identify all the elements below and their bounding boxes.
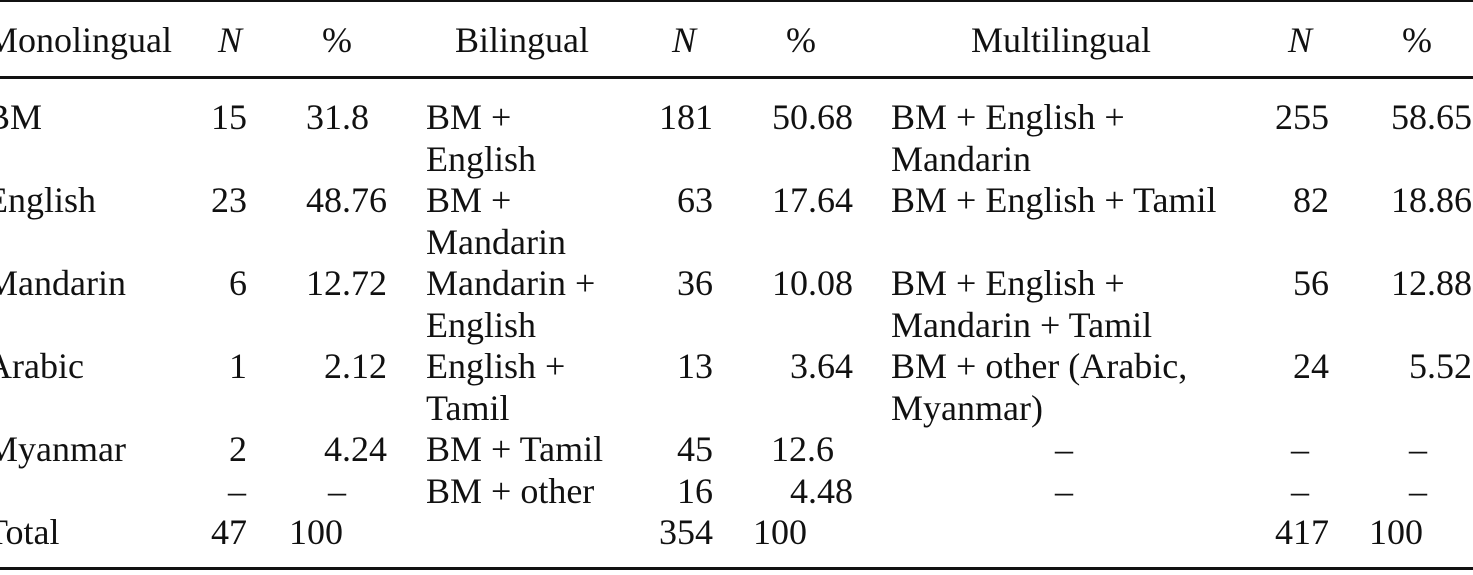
row-3-bilingual-line-2: English xyxy=(426,305,537,345)
row-4-mono-n: 1 xyxy=(229,346,247,386)
row-3-bilingual-line-1: Mandarin + xyxy=(426,263,596,303)
row-4-bi-pct: 3.64 xyxy=(790,346,853,386)
row-6-multi-n: – xyxy=(1291,471,1309,511)
row-5-mono-n: 2 xyxy=(229,429,247,469)
header-multilingual: Multilingual xyxy=(971,20,1151,60)
row-4-multilingual-line-2: Myanmar) xyxy=(891,388,1043,428)
row-5-multi-n: – xyxy=(1291,429,1309,469)
row-1-mono-n: 15 xyxy=(211,97,247,137)
total-mono-pct: 100 xyxy=(289,512,343,552)
row-2-bi-pct: 17.64 xyxy=(772,180,853,220)
row-2-multi-pct: 18.86 xyxy=(1391,180,1472,220)
row-5-multilingual-line-1: – xyxy=(1055,429,1073,469)
table-bottom-rule xyxy=(0,567,1473,570)
table-header-rule xyxy=(0,76,1473,79)
header-multi-pct: % xyxy=(1402,20,1432,60)
row-6-mono-pct: – xyxy=(328,471,346,511)
row-5-multi-pct: – xyxy=(1409,429,1427,469)
header-monolingual: Monolingual xyxy=(0,20,172,60)
row-1-mono-pct: 31.8 xyxy=(306,97,369,137)
header-bi-n: N xyxy=(672,20,697,60)
row-3-bi-pct: 10.08 xyxy=(772,263,853,303)
total-multi-pct: 100 xyxy=(1369,512,1423,552)
header-mono-n: N xyxy=(218,20,243,60)
row-2-multilingual-line-1: BM + English + Tamil xyxy=(891,180,1217,220)
row-4-mono-pct: 2.12 xyxy=(324,346,387,386)
row-2-bi-n: 63 xyxy=(677,180,713,220)
row-4-bi-n: 13 xyxy=(677,346,713,386)
row-4-multi-pct: 5.52 xyxy=(1409,346,1472,386)
total-bi-pct: 100 xyxy=(753,512,807,552)
row-5-bi-pct: 12.6 xyxy=(771,429,834,469)
row-4-monolingual: Arabic xyxy=(0,346,84,386)
row-3-monolingual: Mandarin xyxy=(0,263,126,303)
row-6-bi-pct: 4.48 xyxy=(790,471,853,511)
row-5-mono-pct: 4.24 xyxy=(324,429,387,469)
row-5-monolingual: Myanmar xyxy=(0,429,126,469)
row-2-bilingual-line-1: BM + xyxy=(426,180,512,220)
row-1-multilingual-line-1: BM + English + xyxy=(891,97,1125,137)
row-6-multi-pct: – xyxy=(1409,471,1427,511)
row-1-bi-n: 181 xyxy=(659,97,713,137)
row-1-multi-pct: 58.65 xyxy=(1391,97,1472,137)
table-top-rule xyxy=(0,0,1473,2)
header-multi-n: N xyxy=(1288,20,1313,60)
row-6-bilingual-line-1: BM + other xyxy=(426,471,595,511)
row-2-mono-pct: 48.76 xyxy=(306,180,387,220)
row-2-bilingual-line-2: Mandarin xyxy=(426,222,566,262)
row-1-bilingual-line-1: BM + xyxy=(426,97,512,137)
total-label: Total xyxy=(0,512,60,552)
row-1-multilingual-line-2: Mandarin xyxy=(891,139,1031,179)
row-2-monolingual: English xyxy=(0,180,97,220)
total-multi-n: 417 xyxy=(1275,512,1329,552)
row-3-bi-n: 36 xyxy=(677,263,713,303)
row-1-monolingual: BM xyxy=(0,97,43,137)
total-mono-n: 47 xyxy=(211,512,247,552)
row-3-mono-pct: 12.72 xyxy=(306,263,387,303)
row-3-mono-n: 6 xyxy=(229,263,247,303)
row-1-bi-pct: 50.68 xyxy=(772,97,853,137)
row-6-mono-n: – xyxy=(228,471,246,511)
row-4-multilingual-line-1: BM + other (Arabic, xyxy=(891,346,1188,386)
row-4-multi-n: 24 xyxy=(1293,346,1329,386)
row-4-bilingual-line-2: Tamil xyxy=(426,388,510,428)
row-1-bilingual-line-2: English xyxy=(426,139,537,179)
row-5-bi-n: 45 xyxy=(677,429,713,469)
row-1-multi-n: 255 xyxy=(1275,97,1329,137)
row-5-bilingual-line-1: BM + Tamil xyxy=(426,429,604,469)
row-2-mono-n: 23 xyxy=(211,180,247,220)
row-3-multi-pct: 12.88 xyxy=(1391,263,1472,303)
row-3-multi-n: 56 xyxy=(1293,263,1329,303)
total-bi-n: 354 xyxy=(659,512,713,552)
row-3-multilingual-line-1: BM + English + xyxy=(891,263,1125,303)
row-6-multilingual-line-1: – xyxy=(1055,471,1073,511)
row-3-multilingual-line-2: Mandarin + Tamil xyxy=(891,305,1153,345)
header-bi-pct: % xyxy=(786,20,816,60)
header-mono-pct: % xyxy=(322,20,352,60)
row-2-multi-n: 82 xyxy=(1293,180,1329,220)
row-6-bi-n: 16 xyxy=(677,471,713,511)
header-bilingual: Bilingual xyxy=(455,20,589,60)
row-4-bilingual-line-1: English + xyxy=(426,346,566,386)
